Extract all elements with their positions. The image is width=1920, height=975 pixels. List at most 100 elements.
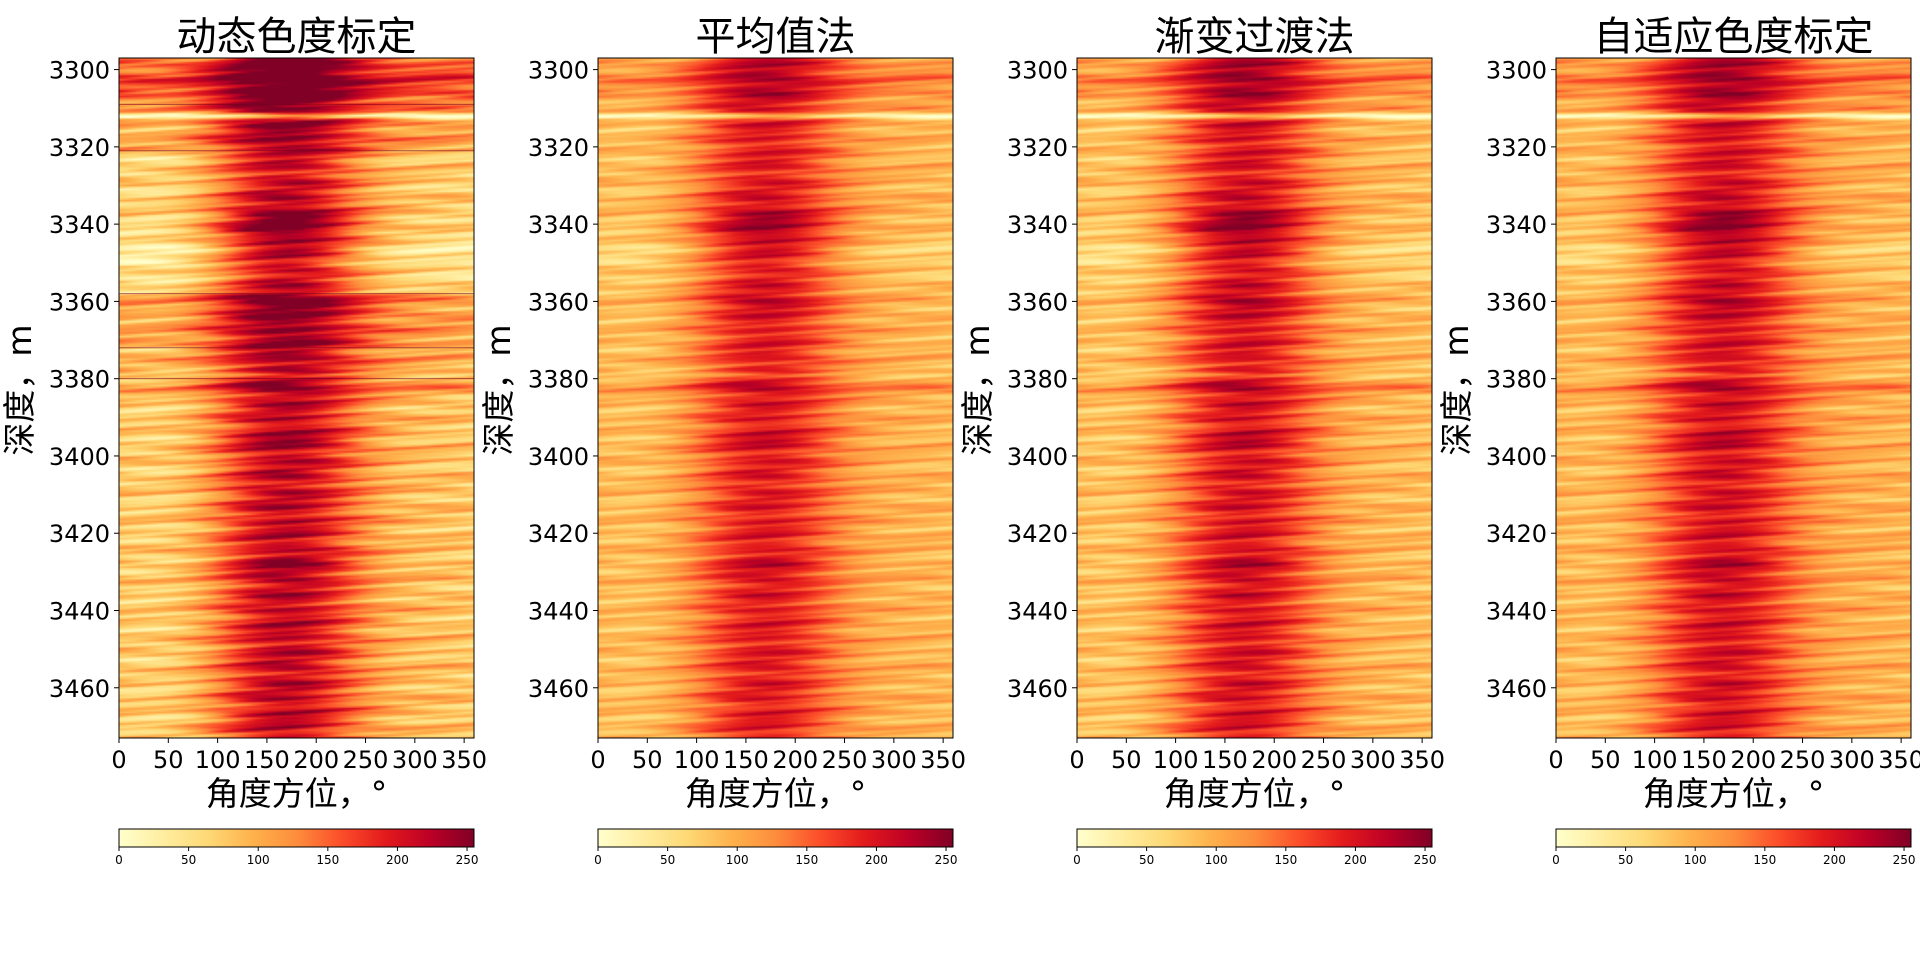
colorbar-tick-label: 0 bbox=[1552, 853, 1560, 867]
panel-title: 自适应色度标定 bbox=[1594, 14, 1874, 60]
y-tick-label: 3420 bbox=[528, 520, 589, 548]
x-tick-label: 350 bbox=[441, 746, 487, 774]
y-tick-label: 3460 bbox=[1007, 675, 1068, 703]
panel-2: 平均值法 3300 3320 3340 3360 3380 3400 3420 3440 3460… bbox=[479, 14, 966, 867]
heatmap-image bbox=[598, 58, 953, 738]
panel-3: 渐变过渡法 3300 3320 3340 3360 3380 3400 3420 3440 346… bbox=[958, 14, 1445, 867]
y-tick-label: 3340 bbox=[528, 211, 589, 239]
x-tick-label: 350 bbox=[1878, 746, 1920, 774]
y-axis-title: 深度，m bbox=[958, 324, 997, 455]
colorbar-tick-label: 50 bbox=[181, 853, 196, 867]
x-tick-label: 150 bbox=[723, 746, 769, 774]
colorbar-tick-label: 50 bbox=[660, 853, 675, 867]
colorbar-tick-label: 250 bbox=[1414, 853, 1437, 867]
y-tick-label: 3320 bbox=[528, 134, 589, 162]
colorbar bbox=[1076, 828, 1433, 848]
colorbar-tick-label: 250 bbox=[456, 853, 479, 867]
y-tick-label: 3320 bbox=[49, 134, 110, 162]
y-tick-label: 3380 bbox=[528, 366, 589, 394]
heatmap-image bbox=[119, 58, 474, 738]
y-tick-label: 3320 bbox=[1007, 134, 1068, 162]
y-tick-label: 3400 bbox=[49, 443, 110, 471]
x-tick-label: 100 bbox=[1153, 746, 1199, 774]
y-tick-label: 3360 bbox=[1007, 288, 1068, 316]
colorbar-tick-label: 0 bbox=[594, 853, 602, 867]
x-tick-label: 0 bbox=[1548, 746, 1563, 774]
plot-frame bbox=[1555, 57, 1912, 739]
x-tick-label: 150 bbox=[1202, 746, 1248, 774]
colorbar-tick-label: 150 bbox=[1753, 853, 1776, 867]
x-tick-label: 300 bbox=[1829, 746, 1875, 774]
y-tick-label: 3360 bbox=[1486, 288, 1547, 316]
y-tick-label: 3460 bbox=[528, 675, 589, 703]
y-tick-label: 3440 bbox=[1007, 598, 1068, 626]
y-tick-label: 3440 bbox=[49, 598, 110, 626]
panel-title: 动态色度标定 bbox=[177, 14, 417, 60]
panel-4: 自适应色度标定 3300 3320 3340 3360 3380 3400 3420 3440 3… bbox=[1437, 14, 1920, 867]
x-tick-label: 250 bbox=[822, 746, 868, 774]
x-tick-label: 350 bbox=[1399, 746, 1445, 774]
x-tick-label: 200 bbox=[1251, 746, 1297, 774]
y-tick-label: 3340 bbox=[49, 211, 110, 239]
y-tick-label: 3440 bbox=[1486, 598, 1547, 626]
colorbar-tick-label: 50 bbox=[1139, 853, 1154, 867]
colorbar-tick-label: 200 bbox=[1823, 853, 1846, 867]
colorbar-tick-label: 50 bbox=[1618, 853, 1633, 867]
y-tick-label: 3300 bbox=[1007, 57, 1068, 85]
y-axis-title: 深度，m bbox=[0, 324, 39, 455]
colorbar-tick-label: 0 bbox=[1073, 853, 1081, 867]
plot-frame bbox=[597, 57, 954, 739]
x-tick-label: 50 bbox=[1590, 746, 1621, 774]
y-tick-label: 3360 bbox=[49, 288, 110, 316]
x-tick-label: 150 bbox=[1681, 746, 1727, 774]
x-tick-label: 100 bbox=[195, 746, 241, 774]
colorbar-tick-label: 150 bbox=[316, 853, 339, 867]
x-tick-label: 250 bbox=[343, 746, 389, 774]
x-tick-label: 200 bbox=[772, 746, 818, 774]
panel-title: 平均值法 bbox=[696, 14, 856, 60]
x-axis-title: 角度方位，° bbox=[206, 774, 388, 813]
y-tick-label: 3320 bbox=[1486, 134, 1547, 162]
colorbar bbox=[597, 828, 954, 848]
x-tick-label: 0 bbox=[1069, 746, 1084, 774]
x-axis-title: 角度方位，° bbox=[1164, 774, 1346, 813]
y-tick-label: 3360 bbox=[528, 288, 589, 316]
colorbar bbox=[1555, 828, 1912, 848]
y-tick-label: 3380 bbox=[1007, 366, 1068, 394]
y-tick-label: 3340 bbox=[1486, 211, 1547, 239]
plot-frame bbox=[1076, 57, 1433, 739]
colorbar-tick-label: 150 bbox=[1274, 853, 1297, 867]
y-tick-label: 3380 bbox=[1486, 366, 1547, 394]
panel-title: 渐变过渡法 bbox=[1155, 14, 1355, 60]
x-tick-label: 200 bbox=[1730, 746, 1776, 774]
colorbar-tick-label: 150 bbox=[795, 853, 818, 867]
x-tick-label: 50 bbox=[153, 746, 184, 774]
y-tick-label: 3460 bbox=[49, 675, 110, 703]
y-tick-label: 3340 bbox=[1007, 211, 1068, 239]
x-tick-label: 250 bbox=[1780, 746, 1826, 774]
y-tick-label: 3400 bbox=[1486, 443, 1547, 471]
heatmap-image bbox=[1556, 58, 1911, 738]
y-tick-label: 3420 bbox=[1486, 520, 1547, 548]
y-axis-title: 深度，m bbox=[479, 324, 518, 455]
x-axis-title: 角度方位，° bbox=[685, 774, 867, 813]
heatmap-image bbox=[1077, 58, 1432, 738]
x-tick-label: 300 bbox=[1350, 746, 1396, 774]
colorbar-tick-label: 100 bbox=[247, 853, 270, 867]
y-tick-label: 3420 bbox=[1007, 520, 1068, 548]
y-tick-label: 3380 bbox=[49, 366, 110, 394]
x-tick-label: 0 bbox=[111, 746, 126, 774]
y-tick-label: 3400 bbox=[1007, 443, 1068, 471]
x-tick-label: 150 bbox=[244, 746, 290, 774]
y-tick-label: 3300 bbox=[528, 57, 589, 85]
x-tick-label: 250 bbox=[1301, 746, 1347, 774]
colorbar-tick-label: 200 bbox=[865, 853, 888, 867]
x-tick-label: 100 bbox=[1632, 746, 1678, 774]
x-tick-label: 100 bbox=[674, 746, 720, 774]
x-tick-label: 300 bbox=[871, 746, 917, 774]
y-tick-label: 3420 bbox=[49, 520, 110, 548]
x-tick-label: 50 bbox=[632, 746, 663, 774]
x-axis-title: 角度方位，° bbox=[1643, 774, 1825, 813]
colorbar bbox=[118, 828, 475, 848]
